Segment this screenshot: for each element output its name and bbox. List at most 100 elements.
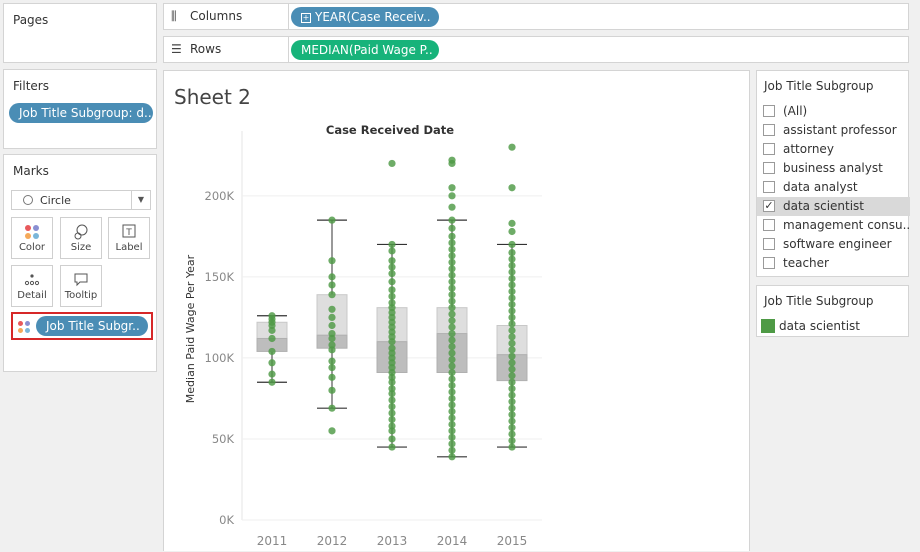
data-point	[328, 404, 336, 412]
data-point	[328, 373, 336, 381]
box-plot-chart[interactable]: Case Received Date Median Paid Wage Per …	[164, 71, 749, 552]
checkbox[interactable]	[763, 257, 775, 269]
data-point	[448, 414, 456, 422]
data-point	[328, 330, 336, 338]
data-point	[388, 435, 396, 443]
data-point	[448, 336, 456, 344]
x-tick-label: 2014	[437, 534, 468, 548]
data-point	[508, 313, 516, 321]
filter-option[interactable]: assistant professor	[757, 121, 910, 140]
data-point	[448, 420, 456, 428]
label-icon: T	[109, 224, 149, 243]
size-label: Size	[70, 242, 92, 253]
filter-option[interactable]: business analyst	[757, 159, 910, 178]
data-point	[508, 443, 516, 451]
data-point	[508, 346, 516, 354]
data-point	[508, 307, 516, 315]
data-point	[448, 239, 456, 247]
data-point	[448, 245, 456, 253]
data-point	[508, 436, 516, 445]
rows-pill[interactable]: MEDIAN(Paid Wage P..	[291, 40, 439, 60]
columns-shelf[interactable]: ⫼ Columns + YEAR(Case Receiv..	[163, 3, 909, 30]
data-point	[508, 268, 516, 276]
filter-option-label: attorney	[783, 142, 834, 156]
detail-button[interactable]: Detail	[11, 265, 53, 307]
expand-icon: +	[301, 13, 311, 23]
data-point	[448, 433, 456, 441]
data-point	[448, 291, 456, 299]
data-point	[388, 422, 396, 430]
filter-option[interactable]: software engineer	[757, 235, 910, 254]
pages-title: Pages	[13, 13, 49, 27]
filter-option[interactable]: management consu..	[757, 216, 910, 235]
data-point	[448, 278, 456, 286]
checkbox[interactable]: ✓	[763, 199, 775, 212]
filter-option-label: (All)	[783, 104, 808, 118]
checkbox[interactable]	[763, 143, 775, 155]
checkbox[interactable]	[763, 162, 775, 174]
marks-card: Marks Circle ▼ Color Size T Label Detail…	[3, 154, 157, 372]
filter-option-label: teacher	[783, 256, 829, 270]
data-point	[508, 404, 516, 412]
data-point	[508, 143, 516, 151]
data-point	[448, 184, 456, 192]
checkbox[interactable]	[763, 238, 775, 250]
circle-icon	[23, 195, 33, 205]
mark-type-dropdown[interactable]: Circle ▼	[11, 190, 151, 210]
data-point	[508, 411, 516, 419]
columns-pill-label: YEAR(Case Receiv..	[315, 10, 431, 24]
data-point	[448, 203, 456, 211]
data-point	[508, 333, 516, 341]
filters-title: Filters	[13, 79, 49, 93]
filter-option[interactable]: (All)	[757, 102, 910, 121]
data-point	[508, 359, 516, 367]
data-point	[328, 357, 336, 365]
checkbox[interactable]	[763, 181, 775, 193]
data-point	[388, 286, 396, 294]
data-point	[448, 232, 456, 240]
data-point	[508, 339, 516, 347]
data-point	[328, 216, 336, 224]
filter-option[interactable]: attorney	[757, 140, 910, 159]
marks-field-pill[interactable]: Job Title Subgr..	[36, 316, 148, 336]
data-point	[508, 430, 516, 438]
filter-option[interactable]: teacher	[757, 254, 910, 273]
y-tick-label: 200K	[205, 189, 235, 203]
filter-pill[interactable]: Job Title Subgroup: d..	[9, 103, 153, 123]
data-point	[508, 184, 516, 192]
pages-shelf[interactable]: Pages	[3, 3, 157, 63]
rows-shelf[interactable]: ☰ Rows MEDIAN(Paid Wage P..	[163, 36, 909, 63]
data-point	[448, 265, 456, 273]
data-point	[448, 342, 456, 351]
legend-item[interactable]: data scientist	[761, 319, 901, 333]
size-button[interactable]: Size	[60, 217, 102, 259]
checkbox[interactable]	[763, 105, 775, 117]
data-point	[448, 453, 456, 461]
data-point	[328, 305, 336, 313]
chevron-down-icon[interactable]: ▼	[131, 191, 150, 209]
data-point	[508, 398, 516, 406]
columns-pill[interactable]: + YEAR(Case Receiv..	[291, 7, 439, 27]
data-point	[448, 156, 456, 164]
filter-option-label: assistant professor	[783, 123, 897, 137]
data-point	[448, 401, 456, 409]
data-point	[388, 240, 396, 249]
filter-option[interactable]: data analyst	[757, 178, 910, 197]
data-point	[388, 299, 396, 307]
data-point	[388, 270, 396, 278]
sheet-title: Sheet 2	[174, 85, 251, 109]
filter-option[interactable]: ✓ data scientist	[757, 197, 910, 216]
tooltip-button[interactable]: Tooltip	[60, 265, 102, 307]
data-point	[448, 427, 456, 435]
data-point	[448, 381, 456, 390]
data-point	[388, 263, 396, 271]
data-point	[268, 370, 276, 378]
label-button[interactable]: T Label	[108, 217, 150, 259]
data-point	[448, 394, 456, 403]
checkbox[interactable]	[763, 219, 775, 231]
data-point	[508, 320, 516, 328]
checkbox[interactable]	[763, 124, 775, 136]
color-button[interactable]: Color	[11, 217, 53, 259]
data-point	[448, 355, 456, 364]
filters-shelf[interactable]: Filters Job Title Subgroup: d..	[3, 69, 157, 149]
